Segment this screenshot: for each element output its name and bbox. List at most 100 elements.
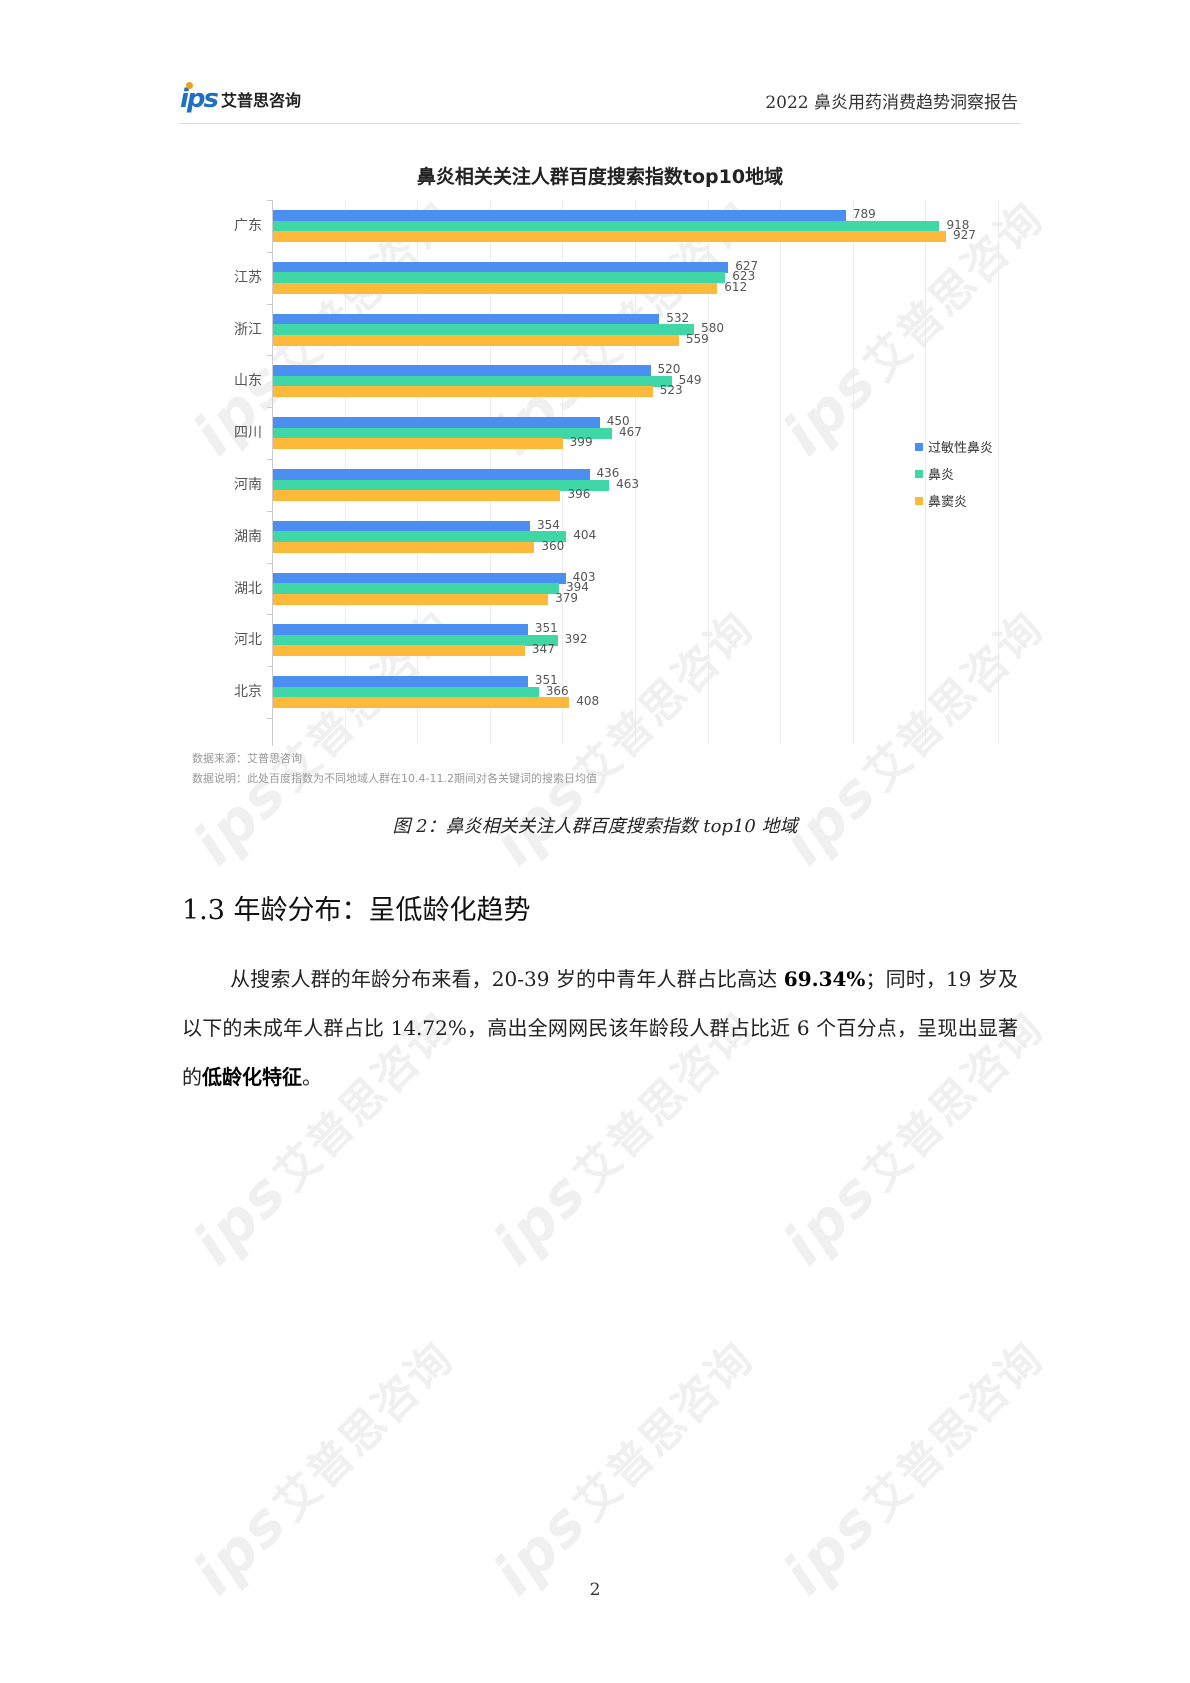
bar bbox=[273, 261, 729, 273]
axis-tick bbox=[267, 252, 272, 253]
bar bbox=[273, 313, 660, 325]
bar bbox=[273, 479, 610, 491]
bar bbox=[273, 334, 679, 346]
watermark-text: 艾普思咨询 bbox=[854, 1332, 1054, 1532]
axis-tick bbox=[267, 718, 272, 719]
bar bbox=[273, 272, 726, 284]
chart-legend: 过敏性鼻炎 鼻炎 鼻窦炎 bbox=[915, 433, 993, 514]
paragraph-text: 从搜索人群的年龄分布来看，20-39 岁的中青年人群占比高达 bbox=[230, 967, 784, 991]
gridline bbox=[708, 200, 709, 744]
bar bbox=[273, 282, 718, 294]
axis-tick bbox=[267, 563, 272, 564]
bar-value-label: 467 bbox=[619, 424, 642, 439]
bar bbox=[273, 490, 561, 501]
category-label: 北京 bbox=[234, 684, 262, 701]
bar-value-label: 789 bbox=[852, 207, 876, 221]
bar bbox=[273, 469, 590, 480]
bar-value-label: 379 bbox=[555, 590, 579, 605]
bar-value-label: 523 bbox=[659, 383, 683, 398]
bar-value-label: 520 bbox=[657, 362, 681, 377]
bar bbox=[273, 697, 570, 709]
bar bbox=[273, 645, 525, 657]
legend-swatch-icon bbox=[915, 442, 923, 451]
bar-value-label: 392 bbox=[564, 631, 588, 646]
bar-value-label: 396 bbox=[567, 487, 591, 501]
axis-tick bbox=[267, 407, 272, 408]
axis-tick bbox=[267, 304, 272, 305]
category-label: 湖北 bbox=[234, 580, 262, 597]
bar bbox=[273, 583, 560, 595]
category-label: 四川 bbox=[234, 425, 262, 442]
bar bbox=[273, 427, 613, 439]
plot-area: 广东 789 918 927 江苏 627 623 612 浙江 532 580 559 山东 520 54… bbox=[234, 200, 1012, 746]
gridline bbox=[635, 200, 636, 744]
bar-value-label: 360 bbox=[541, 538, 565, 553]
bar bbox=[273, 676, 528, 688]
bar-value-label: 354 bbox=[537, 517, 560, 532]
category-label: 江苏 bbox=[234, 269, 262, 286]
bar-value-label: 394 bbox=[566, 580, 589, 595]
bar bbox=[273, 541, 535, 553]
bar-value-label: 450 bbox=[606, 414, 630, 429]
bar bbox=[273, 386, 653, 398]
bar-value-label: 463 bbox=[616, 476, 640, 491]
page-header: ips 艾普思咨询 2022 鼻炎用药消费趋势洞察报告 bbox=[180, 80, 1020, 124]
axis-tick bbox=[267, 355, 272, 356]
report-title: 2022 鼻炎用药消费趋势洞察报告 bbox=[765, 93, 1018, 113]
gridline bbox=[925, 200, 926, 744]
bar bbox=[273, 220, 940, 232]
legend-item: 鼻炎 bbox=[915, 460, 993, 487]
bar bbox=[273, 572, 566, 584]
legend-label: 鼻炎 bbox=[928, 468, 955, 483]
bar-value-label: 927 bbox=[953, 228, 976, 242]
bar-value-label: 918 bbox=[946, 217, 970, 232]
bar bbox=[273, 686, 539, 698]
data-source-note: 数据来源：艾普思咨询 bbox=[192, 752, 302, 765]
bar-value-label: 612 bbox=[724, 279, 748, 294]
axis-tick bbox=[267, 459, 272, 460]
chart-title: 鼻炎相关关注人群百度搜索指数top10地域 bbox=[416, 166, 784, 188]
legend-item: 鼻窦炎 bbox=[915, 487, 993, 514]
bar-value-label: 549 bbox=[678, 372, 702, 387]
bar-value-label: 351 bbox=[534, 673, 558, 688]
paragraph-text: ；同时，19 岁及以下的未成年人群占比 14.72%，高出全网网民该年龄段人群占… bbox=[182, 967, 1019, 1089]
category-label: 河南 bbox=[234, 477, 262, 493]
watermark-logo-icon: ips bbox=[480, 1157, 601, 1279]
bar bbox=[273, 375, 672, 387]
highlight-conclusion: 低龄化特征 bbox=[202, 1065, 302, 1089]
bar-value-label: 436 bbox=[596, 466, 620, 480]
gridline bbox=[998, 200, 999, 744]
section-heading: 1.3 年龄分布：呈低龄化趋势 bbox=[182, 895, 531, 926]
bar bbox=[273, 520, 530, 532]
bar-chart: 鼻炎相关关注人群百度搜索指数top10地域 广东 789 918 927 江苏 627 62… bbox=[180, 150, 1020, 790]
legend-label: 鼻窦炎 bbox=[928, 495, 968, 510]
bar-value-label: 347 bbox=[531, 642, 555, 657]
watermark-text: 艾普思咨询 bbox=[564, 1332, 764, 1532]
bar-value-label: 399 bbox=[569, 435, 593, 450]
watermark: ips艾普思咨询 bbox=[180, 1322, 466, 1608]
page-number: 2 bbox=[589, 1580, 601, 1600]
legend-swatch-icon bbox=[915, 496, 923, 505]
bar bbox=[273, 417, 600, 429]
bar-value-label: 623 bbox=[732, 269, 756, 284]
category-label: 山东 bbox=[234, 373, 262, 390]
watermark-logo-icon: ips bbox=[180, 1157, 301, 1279]
bar bbox=[273, 593, 549, 605]
category-label: 河北 bbox=[234, 632, 262, 649]
body-paragraph: 从搜索人群的年龄分布来看，20-39 岁的中青年人群占比高达 69.34%；同时… bbox=[182, 955, 1018, 1102]
bar-value-label: 532 bbox=[666, 310, 690, 325]
category-label: 浙江 bbox=[234, 321, 262, 338]
bar-value-label: 580 bbox=[701, 321, 724, 336]
gridline bbox=[853, 200, 854, 744]
axis-tick bbox=[267, 200, 272, 201]
figure-caption: 图 2：鼻炎相关关注人群百度搜索指数 top10 地域 bbox=[392, 816, 798, 837]
bar bbox=[273, 438, 563, 450]
category-label: 广东 bbox=[234, 218, 262, 234]
bar bbox=[273, 365, 651, 377]
bar bbox=[273, 624, 528, 636]
paragraph-text: 。 bbox=[302, 1065, 322, 1089]
bar-value-label: 404 bbox=[573, 528, 597, 543]
data-description-note: 数据说明：此处百度指数为不同地域人群在10.4-11.2期间对各关键词的搜索日均… bbox=[192, 772, 597, 785]
gridline bbox=[780, 200, 781, 744]
company-logo: ips 艾普思咨询 bbox=[180, 82, 301, 114]
